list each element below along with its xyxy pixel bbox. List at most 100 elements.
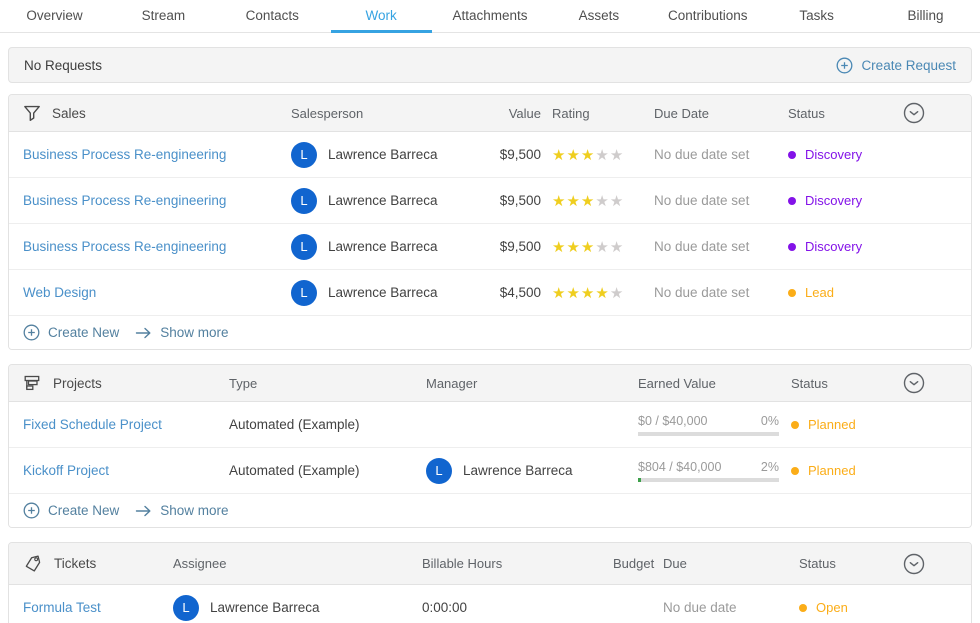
status-dot xyxy=(791,467,799,475)
tickets-collapse-button[interactable] xyxy=(903,553,925,575)
sales-header: Sales Salesperson Value Rating Due Date … xyxy=(9,95,971,132)
col-due-date: Due Date xyxy=(654,106,788,121)
sale-name-link[interactable]: Web Design xyxy=(23,285,291,300)
create-new-label: Create New xyxy=(48,503,119,518)
project-type: Automated (Example) xyxy=(229,463,426,478)
col-status: Status xyxy=(791,376,903,391)
sale-value: $9,500 xyxy=(471,193,541,208)
tab-contacts[interactable]: Contacts xyxy=(218,0,327,32)
plus-circle-icon xyxy=(23,502,40,519)
rating-stars: ★★★★★ xyxy=(541,238,654,256)
funnel-icon xyxy=(23,105,41,122)
status-badge: Planned xyxy=(791,463,903,478)
sale-name-link[interactable]: Business Process Re-engineering xyxy=(23,193,291,208)
tab-billing[interactable]: Billing xyxy=(871,0,980,32)
create-request-label: Create Request xyxy=(861,58,956,73)
status-dot xyxy=(788,243,796,251)
no-requests-label: No Requests xyxy=(24,58,102,73)
requests-empty-bar: No Requests Create Request xyxy=(8,47,972,83)
show-more-label: Show more xyxy=(160,325,228,340)
status-label: Planned xyxy=(808,417,856,432)
status-badge: Planned xyxy=(791,417,903,432)
status-badge: Open xyxy=(799,600,903,615)
progress-fill xyxy=(638,478,641,482)
tab-overview[interactable]: Overview xyxy=(0,0,109,32)
projects-title-label: Projects xyxy=(53,376,102,391)
projects-header: Projects Type Manager Earned Value Statu… xyxy=(9,365,971,402)
col-rating: Rating xyxy=(541,106,654,121)
salesperson-name: Lawrence Barreca xyxy=(328,239,438,254)
tab-work[interactable]: Work xyxy=(327,0,436,32)
col-billable-hours: Billable Hours xyxy=(422,556,613,571)
tab-contributions[interactable]: Contributions xyxy=(653,0,762,32)
avatar: L xyxy=(291,280,317,306)
project-name-link[interactable]: Fixed Schedule Project xyxy=(23,417,229,432)
sales-collapse-button[interactable] xyxy=(903,102,925,124)
status-label: Discovery xyxy=(805,193,862,208)
projects-show-more-button[interactable]: Show more xyxy=(135,503,228,518)
arrow-right-icon xyxy=(135,504,152,518)
salesperson-name: Lawrence Barreca xyxy=(328,285,438,300)
tab-tasks[interactable]: Tasks xyxy=(762,0,871,32)
status-dot xyxy=(788,151,796,159)
status-label: Planned xyxy=(808,463,856,478)
assignee-name: Lawrence Barreca xyxy=(210,600,320,615)
sale-value: $4,500 xyxy=(471,285,541,300)
project-row: Fixed Schedule Project Automated (Exampl… xyxy=(9,402,971,448)
sales-create-new-button[interactable]: Create New xyxy=(23,324,119,341)
salesperson-cell: L Lawrence Barreca xyxy=(291,280,471,306)
sales-show-more-button[interactable]: Show more xyxy=(135,325,228,340)
col-status: Status xyxy=(788,106,903,121)
status-label: Discovery xyxy=(805,239,862,254)
sale-name-link[interactable]: Business Process Re-engineering xyxy=(23,147,291,162)
col-manager: Manager xyxy=(426,376,638,391)
status-dot xyxy=(788,197,796,205)
col-earned-value: Earned Value xyxy=(638,376,791,391)
project-name-link[interactable]: Kickoff Project xyxy=(23,463,229,478)
status-label: Lead xyxy=(805,285,834,300)
progress-bar xyxy=(638,432,779,436)
tickets-title-label: Tickets xyxy=(54,556,96,571)
avatar: L xyxy=(426,458,452,484)
sales-row: Business Process Re-engineering L Lawren… xyxy=(9,224,971,270)
ticket-due: No due date xyxy=(663,600,799,615)
status-badge: Discovery xyxy=(788,239,903,254)
projects-footer: Create New Show more xyxy=(9,494,971,527)
sale-value: $9,500 xyxy=(471,147,541,162)
plus-circle-icon xyxy=(836,57,853,74)
earned-amount: $0 / $40,000 xyxy=(638,414,708,428)
tab-attachments[interactable]: Attachments xyxy=(436,0,545,32)
sale-due: No due date set xyxy=(654,239,788,254)
projects-collapse-button[interactable] xyxy=(903,372,925,394)
salesperson-name: Lawrence Barreca xyxy=(328,147,438,162)
tab-stream[interactable]: Stream xyxy=(109,0,218,32)
sale-name-link[interactable]: Business Process Re-engineering xyxy=(23,239,291,254)
projects-section: Projects Type Manager Earned Value Statu… xyxy=(8,364,972,528)
tickets-header: Tickets Assignee Billable Hours Budget D… xyxy=(9,543,971,585)
avatar: L xyxy=(291,234,317,260)
create-new-label: Create New xyxy=(48,325,119,340)
sale-due: No due date set xyxy=(654,193,788,208)
earned-value-cell: $0 / $40,000 0% xyxy=(638,414,791,436)
progress-bar xyxy=(638,478,779,482)
create-request-button[interactable]: Create Request xyxy=(836,57,956,74)
col-salesperson: Salesperson xyxy=(291,106,471,121)
salesperson-name: Lawrence Barreca xyxy=(328,193,438,208)
assignee-cell: L Lawrence Barreca xyxy=(173,595,422,621)
status-badge: Lead xyxy=(788,285,903,300)
sales-footer: Create New Show more xyxy=(9,316,971,349)
rating-stars: ★★★★★ xyxy=(541,192,654,210)
status-label: Discovery xyxy=(805,147,862,162)
projects-create-new-button[interactable]: Create New xyxy=(23,502,119,519)
salesperson-cell: L Lawrence Barreca xyxy=(291,234,471,260)
earned-amount: $804 / $40,000 xyxy=(638,460,721,474)
status-badge: Discovery xyxy=(788,193,903,208)
tab-assets[interactable]: Assets xyxy=(544,0,653,32)
col-status: Status xyxy=(799,556,903,571)
ticket-name-link[interactable]: Formula Test xyxy=(23,600,173,615)
salesperson-cell: L Lawrence Barreca xyxy=(291,188,471,214)
project-manager-cell: L Lawrence Barreca xyxy=(426,458,638,484)
ticket-row: Formula Test L Lawrence Barreca 0:00:00 … xyxy=(9,585,971,623)
avatar: L xyxy=(291,188,317,214)
status-dot xyxy=(788,289,796,297)
